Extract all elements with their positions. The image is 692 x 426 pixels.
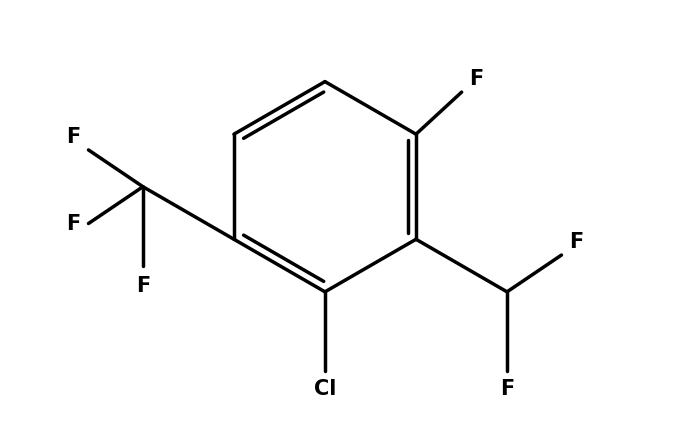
- Text: F: F: [500, 379, 514, 399]
- Text: F: F: [136, 276, 150, 296]
- Text: F: F: [66, 127, 80, 147]
- Text: F: F: [469, 69, 484, 89]
- Text: F: F: [66, 213, 80, 233]
- Text: Cl: Cl: [313, 379, 336, 399]
- Text: F: F: [570, 233, 583, 253]
